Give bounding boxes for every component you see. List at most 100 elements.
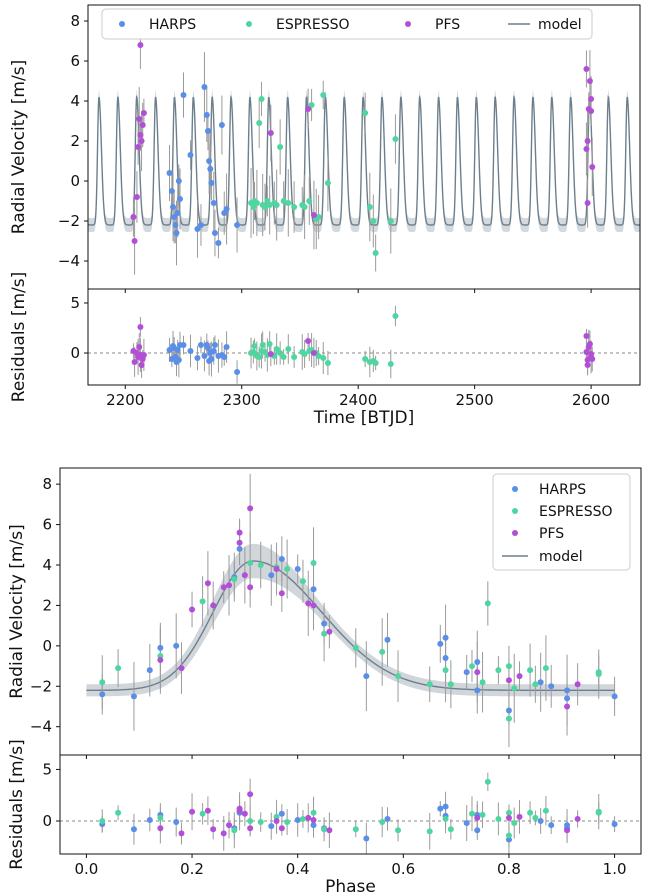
data-point-espresso <box>115 665 122 672</box>
y-tick-label: 4 <box>42 556 52 574</box>
data-point-pfs <box>131 238 138 244</box>
data-point-espresso <box>426 681 433 688</box>
data-point-harps <box>548 822 555 829</box>
data-point-harps <box>175 357 182 363</box>
data-point-harps <box>268 572 275 579</box>
data-point-pfs <box>273 818 280 824</box>
data-point-pfs <box>189 606 196 613</box>
data-point-harps <box>173 642 180 649</box>
data-point-harps <box>204 345 211 351</box>
data-point-espresso <box>320 355 327 361</box>
data-point-pfs <box>583 66 590 72</box>
y-tick-label: 2 <box>70 132 80 150</box>
data-point-pfs <box>210 826 217 833</box>
data-point-espresso <box>285 346 292 352</box>
data-point-espresso <box>511 685 518 692</box>
data-point-harps <box>166 347 173 353</box>
data-point-harps <box>171 214 178 220</box>
data-point-espresso <box>299 578 306 585</box>
data-point-pfs <box>140 352 147 358</box>
data-point-pfs <box>247 825 254 832</box>
data-point-harps <box>166 170 173 176</box>
data-point-espresso <box>395 827 402 834</box>
data-point-espresso <box>468 663 475 670</box>
legend-label-harps: HARPS <box>149 17 196 33</box>
legend-box <box>101 8 593 40</box>
x-axis-title: Time [BTJD] <box>313 408 414 428</box>
data-point-espresso <box>484 778 491 785</box>
data-point-pfs <box>589 164 596 170</box>
data-point-espresso <box>301 351 308 357</box>
data-point-harps <box>187 152 194 158</box>
data-point-pfs <box>278 825 285 832</box>
data-point-espresso <box>392 313 399 319</box>
y-axis-title: Residuals [m/s] <box>7 739 27 869</box>
data-point-harps <box>172 222 179 228</box>
legend-label-espresso: ESPRESSO <box>276 17 350 33</box>
data-point-harps <box>187 348 194 354</box>
data-point-harps <box>537 818 544 824</box>
data-point-harps <box>310 586 317 593</box>
data-point-pfs <box>247 791 254 798</box>
data-point-pfs <box>583 349 590 355</box>
plot-area <box>86 473 618 747</box>
y-tick-label: −2 <box>30 677 52 695</box>
data-point-harps <box>197 222 204 228</box>
data-point-harps <box>223 206 230 212</box>
x-tick-label: 2400 <box>339 391 377 409</box>
data-point-espresso <box>542 807 549 814</box>
data-point-pfs <box>236 539 243 546</box>
y-tick-label: 6 <box>42 516 52 534</box>
data-point-harps <box>157 644 164 651</box>
phase-rv-panel: 8 6 4 2 0 −2 −4 Radial Velocity [m/s] HARPS ESPRE… <box>7 467 642 759</box>
y-axis-title: Radial Velocity [m/s] <box>9 60 29 234</box>
data-point-espresso <box>301 204 308 210</box>
data-point-pfs <box>574 815 581 822</box>
data-point-harps <box>442 634 449 641</box>
data-point-espresso <box>321 630 328 637</box>
data-point-espresso <box>299 815 306 822</box>
y-tick-label: 0 <box>70 172 80 190</box>
data-point-espresso <box>387 361 394 367</box>
data-point-harps <box>177 196 183 202</box>
data-point-harps <box>174 210 181 216</box>
data-point-harps <box>505 836 512 843</box>
data-point-espresso <box>447 826 454 833</box>
data-point-espresso <box>262 204 269 210</box>
data-point-harps <box>223 344 230 350</box>
data-point-pfs <box>135 144 142 150</box>
data-point-harps <box>146 816 153 823</box>
legend-swatch-harps <box>512 486 518 492</box>
data-point-harps <box>99 691 106 698</box>
data-point-espresso <box>321 826 328 833</box>
data-point-pfs <box>474 669 481 676</box>
data-point-harps <box>218 122 225 128</box>
data-point-pfs <box>137 42 144 48</box>
data-point-espresso <box>258 96 265 102</box>
time-residuals-panel: 5 0 2200 2300 2400 2500 2600 Residuals [m/s] Tim… <box>9 272 641 428</box>
data-point-espresso <box>324 180 331 186</box>
data-point-harps <box>437 805 444 812</box>
data-point-espresso <box>372 360 379 366</box>
data-point-harps <box>234 369 241 375</box>
data-point-harps <box>611 693 618 700</box>
data-point-espresso <box>542 665 549 672</box>
data-point-pfs <box>326 827 333 834</box>
data-point-harps <box>505 707 512 714</box>
y-tick-label: 5 <box>70 294 80 312</box>
data-point-espresso <box>479 679 486 686</box>
axes-frame <box>87 288 641 386</box>
data-point-harps <box>201 353 208 359</box>
data-point-pfs <box>137 324 144 330</box>
data-point-pfs <box>247 584 254 591</box>
data-point-espresso <box>352 644 359 651</box>
data-point-harps <box>170 204 177 210</box>
data-point-harps <box>168 188 175 194</box>
data-point-harps <box>211 230 218 236</box>
data-point-pfs <box>310 816 317 823</box>
data-point-espresso <box>257 819 264 826</box>
data-point-pfs <box>236 529 243 536</box>
data-point-pfs <box>305 338 312 344</box>
data-point-pfs <box>474 814 481 821</box>
y-tick-label: 0 <box>42 812 52 830</box>
